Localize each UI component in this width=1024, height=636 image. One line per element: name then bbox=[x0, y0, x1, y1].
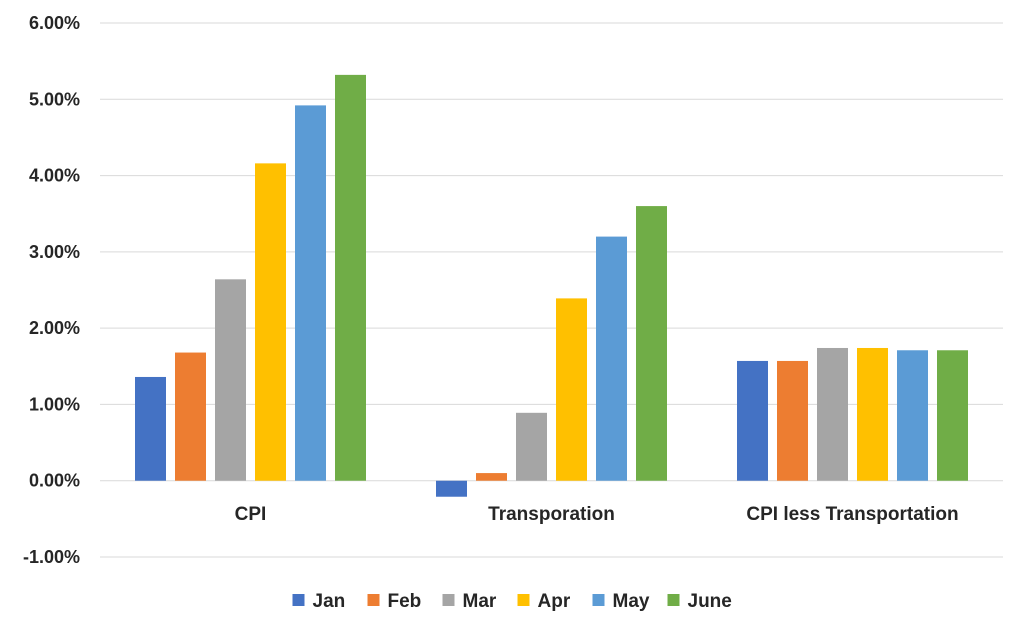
legend-label: June bbox=[688, 591, 732, 612]
legend-label: May bbox=[613, 591, 650, 612]
legend-item-jan: Jan bbox=[292, 591, 346, 612]
bar-mar bbox=[215, 279, 246, 481]
bar-june bbox=[937, 350, 968, 481]
bar-jan bbox=[436, 480, 467, 497]
legend-label: Apr bbox=[538, 591, 571, 612]
legend-swatch bbox=[517, 594, 530, 606]
gridlines bbox=[100, 22, 1003, 558]
legend-label: Jan bbox=[313, 591, 346, 612]
bar-jan bbox=[135, 376, 166, 481]
legend-label: Feb bbox=[388, 591, 422, 612]
legend-swatch bbox=[367, 594, 380, 606]
legend-item-feb: Feb bbox=[367, 591, 422, 612]
category-label: CPI bbox=[235, 504, 267, 525]
x-axis-category-labels: CPI Transporation CPI less Transportation bbox=[235, 504, 959, 525]
legend-label: Mar bbox=[463, 591, 497, 612]
legend: Jan Feb Mar Apr May June bbox=[292, 591, 732, 612]
bar-feb bbox=[476, 473, 507, 481]
bar-may bbox=[596, 236, 627, 481]
y-tick-label: 1.00% bbox=[29, 394, 80, 414]
legend-swatch bbox=[292, 594, 305, 606]
y-tick-label: 2.00% bbox=[29, 318, 80, 338]
bar-apr bbox=[556, 298, 587, 481]
y-tick-label: 3.00% bbox=[29, 242, 80, 262]
bar-apr bbox=[255, 163, 286, 481]
bars bbox=[135, 74, 968, 497]
y-tick-label: 6.00% bbox=[29, 13, 80, 33]
legend-swatch bbox=[442, 594, 455, 606]
y-tick-label: 5.00% bbox=[29, 89, 80, 109]
bar-may bbox=[295, 105, 326, 481]
bar-may bbox=[897, 350, 928, 481]
y-axis-tick-labels: 6.00% 5.00% 4.00% 3.00% 2.00% 1.00% 0.00% -1.00… bbox=[23, 13, 80, 567]
legend-item-mar: Mar bbox=[442, 591, 497, 612]
y-tick-label: -1.00% bbox=[23, 547, 80, 567]
bar-june bbox=[335, 74, 366, 481]
bar-feb bbox=[175, 352, 206, 481]
category-label: Transporation bbox=[488, 504, 615, 525]
legend-item-apr: Apr bbox=[517, 591, 571, 612]
legend-swatch bbox=[667, 594, 680, 606]
bar-mar bbox=[516, 412, 547, 481]
y-tick-label: 0.00% bbox=[29, 471, 80, 491]
legend-swatch bbox=[592, 594, 605, 606]
bar-feb bbox=[777, 360, 808, 481]
y-tick-label: 4.00% bbox=[29, 166, 80, 186]
bar-june bbox=[636, 206, 667, 481]
category-label: CPI less Transportation bbox=[746, 504, 958, 525]
legend-item-may: May bbox=[592, 591, 650, 612]
legend-item-june: June bbox=[667, 591, 732, 612]
bar-jan bbox=[737, 360, 768, 481]
bar-mar bbox=[817, 347, 848, 481]
bar-apr bbox=[857, 347, 888, 481]
